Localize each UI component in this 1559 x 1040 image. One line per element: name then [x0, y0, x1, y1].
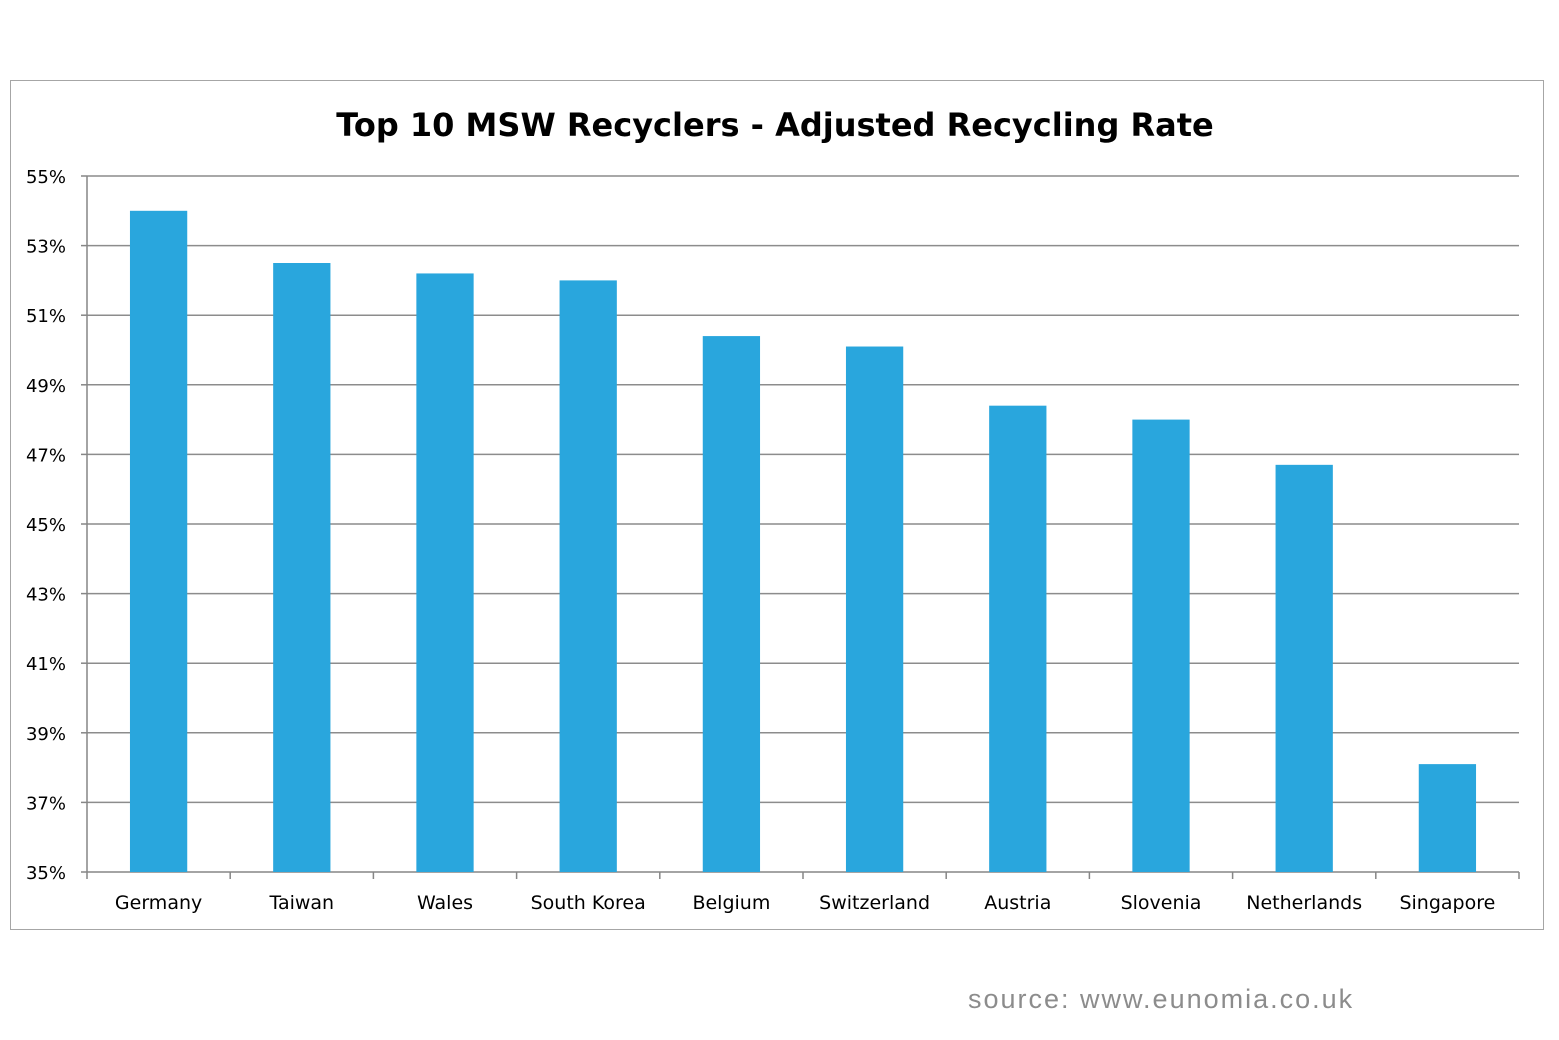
x-tick-label: Singapore [1399, 892, 1495, 914]
bar [129, 210, 188, 873]
bar [416, 273, 474, 872]
y-tick-label: 37% [26, 793, 66, 814]
x-axis-ticks: Germany Taiwan Wales South Korea Belgium Swit… [86, 872, 1520, 914]
bar [702, 336, 761, 873]
x-tick-label: South Korea [531, 892, 646, 914]
x-tick-label: Austria [984, 892, 1051, 914]
y-tick-label: 49% [26, 376, 66, 397]
source-credit: source: www.eunomia.co.uk [968, 984, 1355, 1014]
x-tick-label: Wales [417, 892, 473, 914]
x-tick-label: Germany [115, 892, 202, 914]
y-tick-label: 45% [26, 515, 66, 536]
bar [1132, 419, 1190, 872]
bar [1418, 764, 1477, 872]
y-tick-label: 35% [26, 863, 66, 884]
bar [273, 263, 331, 872]
bar [559, 280, 617, 872]
bar [845, 346, 904, 872]
bar [1275, 464, 1333, 872]
y-tick-label: 47% [26, 445, 66, 466]
y-tick-label: 43% [26, 585, 66, 606]
x-tick-label: Belgium [692, 892, 770, 914]
x-tick-label: Slovenia [1121, 892, 1202, 914]
y-axis-ticks: 35% 37% 39% 41% 43% 45% 47% 49% 51% 53% 55% [26, 167, 88, 884]
y-tick-label: 51% [26, 306, 66, 327]
bars [129, 210, 1477, 873]
x-tick-label: Switzerland [819, 892, 930, 914]
x-tick-label: Netherlands [1246, 892, 1362, 914]
chart-title: Top 10 MSW Recyclers - Adjusted Recyclin… [336, 106, 1213, 144]
x-tick-label: Taiwan [268, 892, 334, 914]
y-tick-label: 39% [26, 724, 66, 745]
bar [989, 405, 1047, 872]
y-tick-label: 53% [26, 237, 66, 258]
y-tick-label: 41% [26, 654, 66, 675]
y-tick-label: 55% [26, 167, 66, 188]
